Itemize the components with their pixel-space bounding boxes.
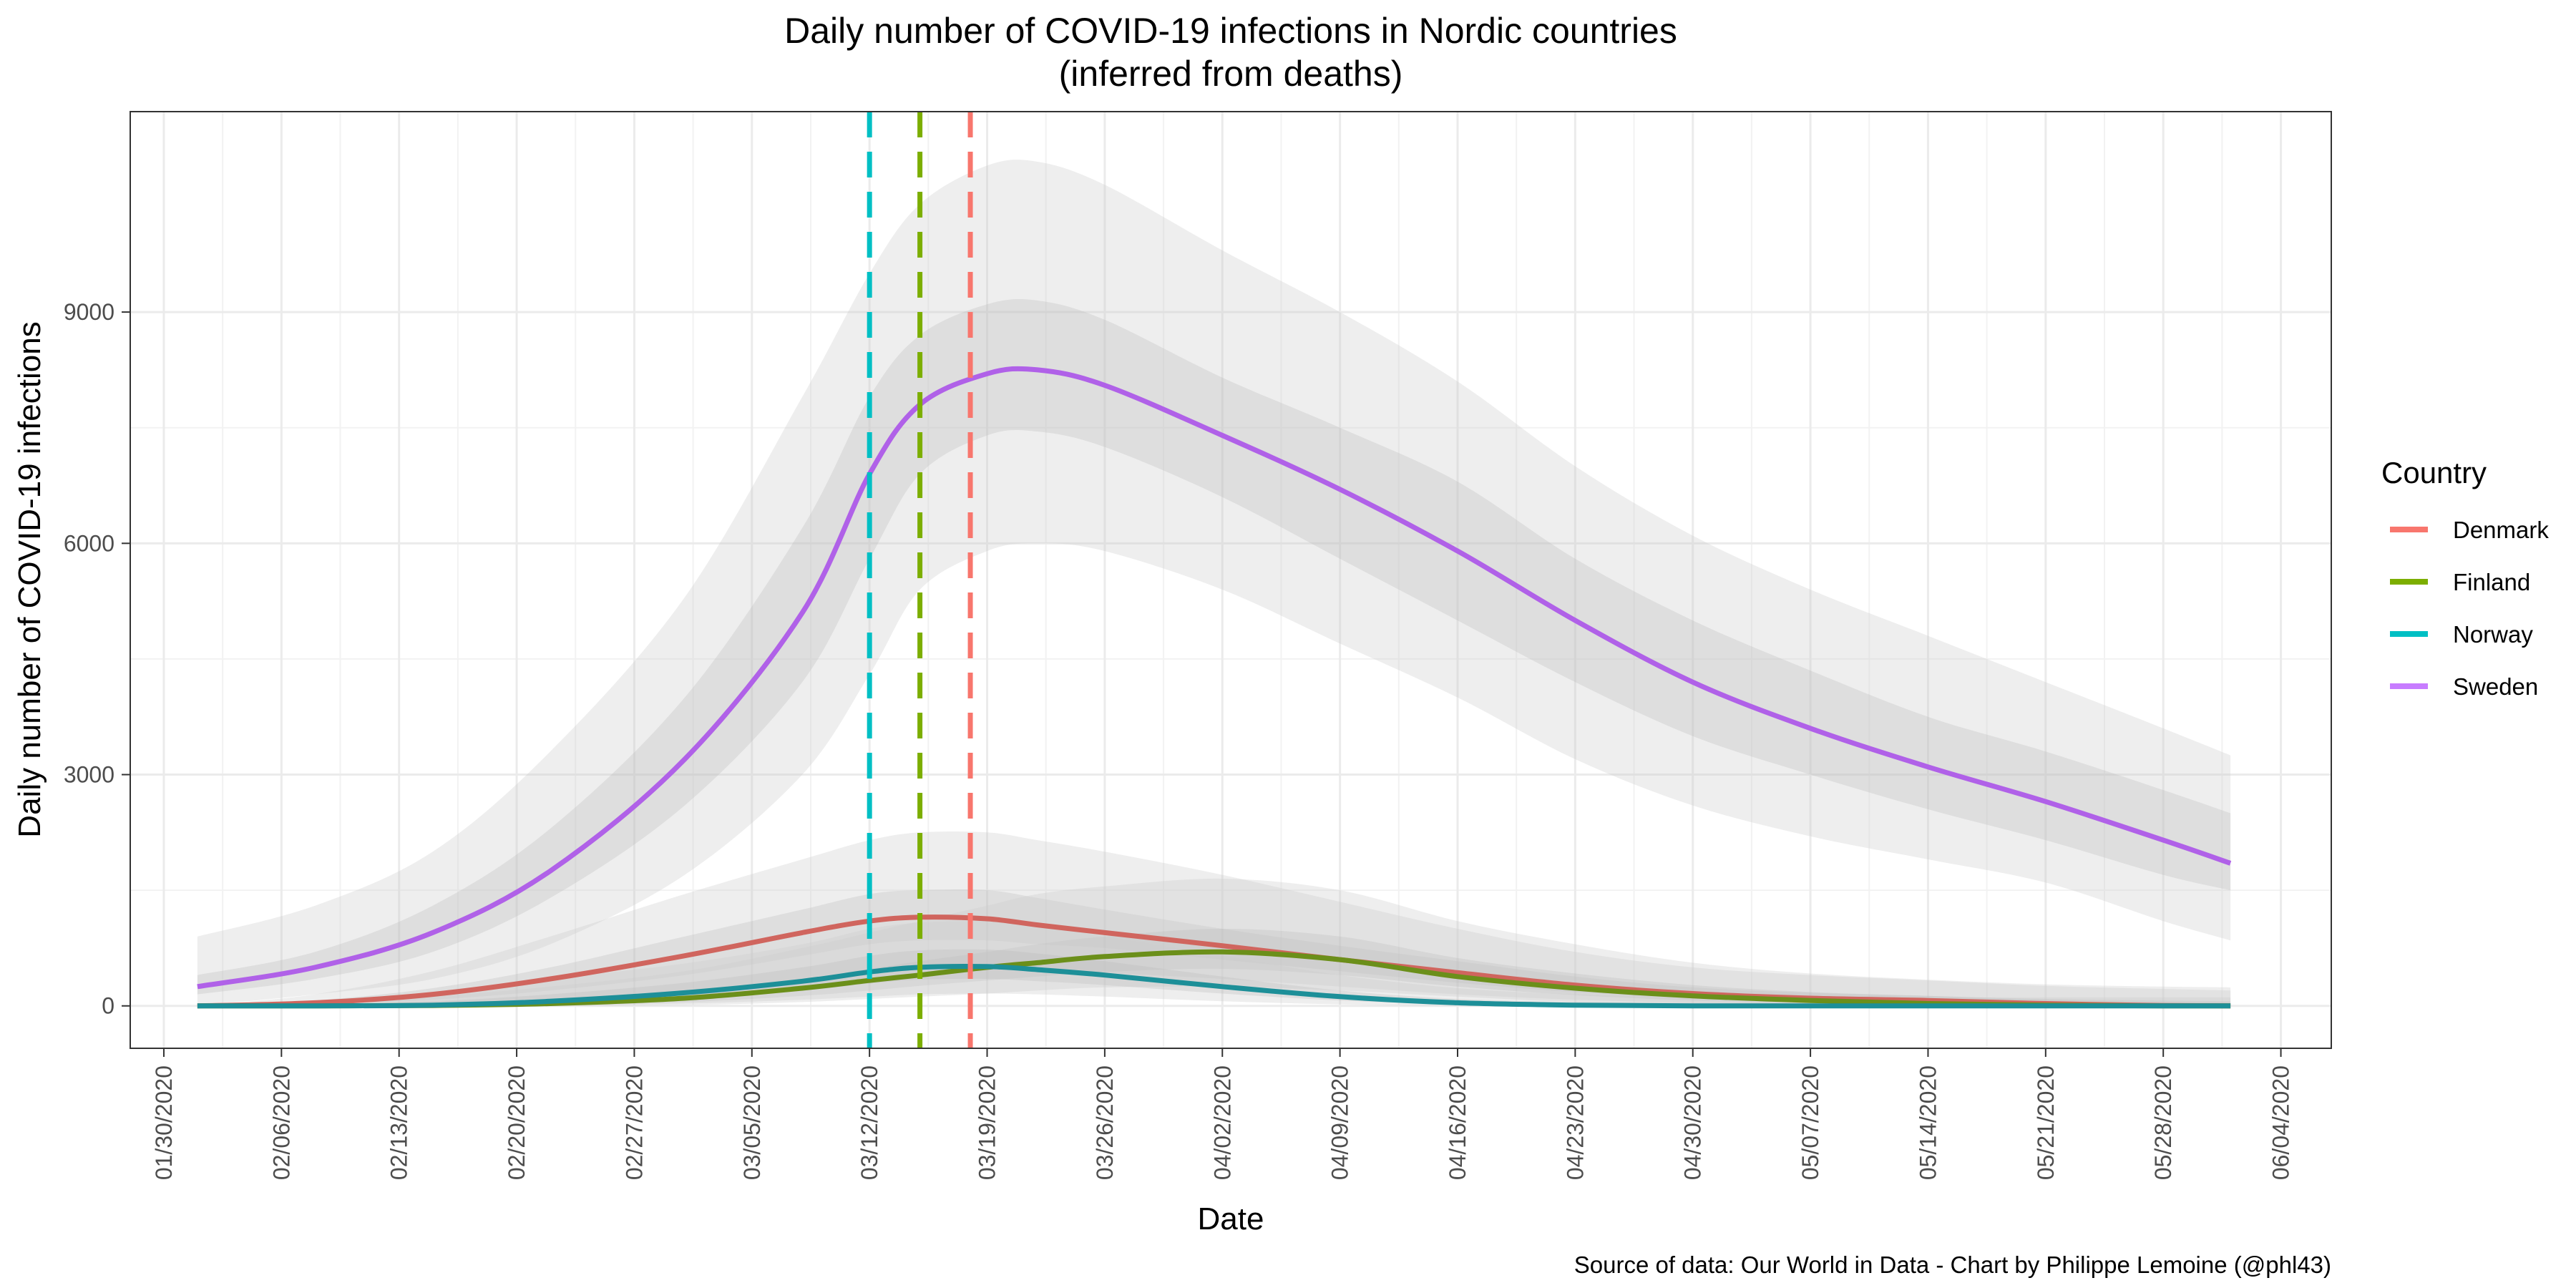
y-tick-label: 9000 [64,299,114,325]
band-inner-denmark [197,889,2231,1006]
chart-caption: Source of data: Our World in Data - Char… [1574,1252,2331,1278]
line-denmark [197,914,2231,1009]
band-outer-sweden [197,160,2231,1006]
band-outer-denmark [197,831,2231,1006]
x-tick-label: 05/21/2020 [2033,1065,2059,1180]
legend-label-denmark: Denmark [2453,517,2549,543]
x-tick-label: 03/19/2020 [975,1065,1000,1180]
x-tick-label: 01/30/2020 [151,1065,177,1180]
band-inner-finland [197,929,2231,1006]
x-tick-label: 02/20/2020 [504,1065,530,1180]
line-sweden [197,366,2232,990]
x-tick-label: 04/16/2020 [1445,1065,1470,1180]
x-tick-label: 05/28/2020 [2150,1065,2176,1180]
plot-background [130,112,2331,1048]
legend-label-norway: Norway [2453,621,2533,648]
chart-title: Daily number of COVID-19 infections in N… [784,11,1677,51]
reference-date-lines [867,112,973,1048]
y-tick-label: 3000 [64,762,114,788]
x-tick-label: 02/13/2020 [386,1065,412,1180]
x-tick-label: 03/12/2020 [857,1065,882,1180]
y-tick-label: 0 [102,993,114,1019]
x-axis: 01/30/2020 02/06/2020 02/13/2020 02/20/2020… [151,1048,2294,1180]
legend-label-finland: Finland [2453,569,2530,595]
plot-area [130,112,2331,1048]
major-gridlines [130,112,2331,1048]
x-tick-label: 04/09/2020 [1327,1065,1353,1180]
y-axis: 0 3000 6000 9000 [64,299,130,1019]
plot-border [130,111,2332,1049]
chart-subtitle: (inferred from deaths) [1059,54,1403,94]
x-tick-label: 04/23/2020 [1562,1065,1588,1180]
y-axis-title: Daily number of COVID-19 infections [12,321,47,837]
legend-label-sweden: Sweden [2453,673,2538,700]
x-tick-label: 05/14/2020 [1916,1065,1941,1180]
legend: Country Denmark Finland Norway Sweden [2381,456,2549,700]
x-tick-label: 02/06/2020 [268,1065,294,1180]
x-tick-label: 06/04/2020 [2268,1065,2294,1180]
x-tick-label: 03/05/2020 [739,1065,765,1180]
band-outer-norway [197,921,2231,1006]
x-tick-label: 03/26/2020 [1092,1065,1118,1180]
x-axis-title: Date [1198,1201,1264,1236]
series-lines [197,366,2232,1009]
x-tick-label: 04/02/2020 [1209,1065,1235,1180]
band-inner-sweden [197,298,2231,995]
y-tick-label: 6000 [64,530,114,556]
minor-gridlines [130,112,2331,1048]
line-norway [197,964,2231,1009]
x-tick-label: 02/27/2020 [621,1065,647,1180]
x-tick-label: 04/30/2020 [1680,1065,1706,1180]
x-tick-label: 05/07/2020 [1797,1065,1823,1180]
legend-title: Country [2381,456,2487,489]
